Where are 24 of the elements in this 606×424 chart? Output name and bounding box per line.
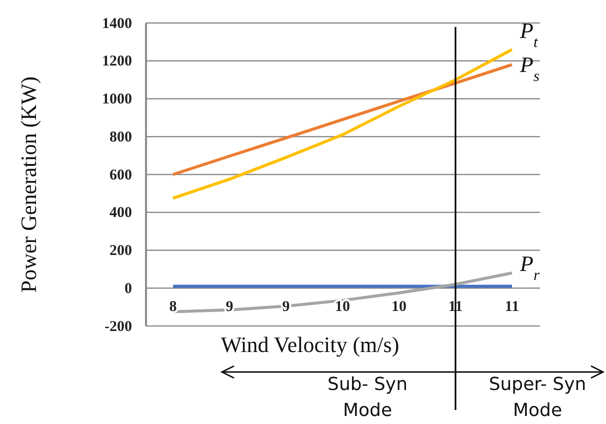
y-tick-label: 200 [110, 243, 132, 260]
line-series [172, 48, 514, 200]
y-tick-label: 1000 [102, 92, 132, 108]
y-tick-label: -200 [104, 318, 132, 335]
x-tick-label: 9 [226, 298, 234, 315]
x-tick-label: 10 [392, 298, 406, 315]
text: Sub- Syn Mode [328, 374, 408, 421]
y-tick-label: 400 [110, 205, 132, 222]
text: Super- Syn Mode [488, 374, 586, 421]
series-label: P$_{r}$ [519, 250, 540, 284]
x-tick-label: 8 [169, 298, 177, 315]
series-label: P$_{t}$ [519, 18, 538, 51]
line-series [172, 63, 514, 176]
x-tick-label: 10 [335, 298, 350, 315]
x-tick-label: 9 [282, 298, 290, 315]
y-tick-label: 0 [124, 280, 132, 297]
x-axis-title: Wind Velocity (m/s) [220, 332, 400, 357]
x-tick-label: 11 [504, 298, 520, 315]
y-tick-label: 1200 [102, 54, 132, 70]
y-tick-label: 600 [110, 167, 132, 184]
y-axis-title: Power Generation (KW) [16, 76, 41, 293]
series-label: P$_{s}$ [519, 52, 540, 85]
y-tick-label: 1400 [102, 16, 132, 32]
y-tick-label: 800 [110, 129, 132, 146]
